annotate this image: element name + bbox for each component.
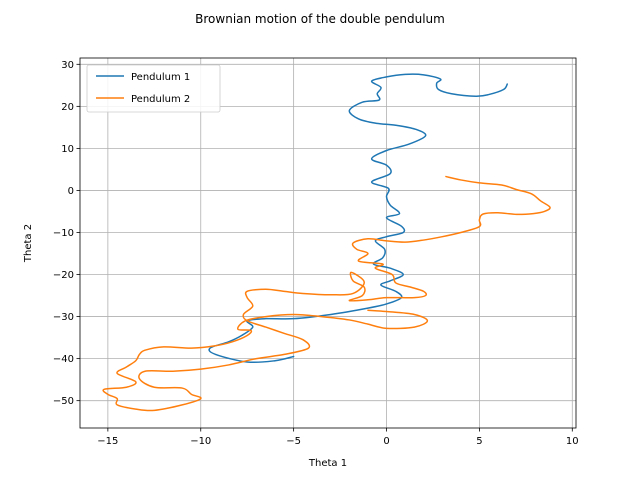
x-tick-label: −10 [190, 436, 211, 447]
legend: Pendulum 1 Pendulum 2 [86, 64, 221, 113]
y-tick-label: 10 [61, 144, 74, 155]
y-tick-label: 30 [61, 60, 74, 71]
legend-label-pendulum-1: Pendulum 1 [131, 72, 190, 83]
x-tick-label: −5 [286, 436, 301, 447]
grid [80, 58, 576, 428]
x-tick-label: −15 [97, 436, 118, 447]
y-tick-label: 0 [68, 186, 74, 197]
y-axis: −50 −40 −30 −20 −10 0 10 20 30 [53, 60, 80, 407]
x-axis-label: Theta 1 [308, 458, 347, 469]
y-tick-label: −20 [53, 270, 74, 281]
series-line-pendulum-1 [208, 73, 509, 364]
x-tick-label: 0 [383, 436, 389, 447]
y-tick-label: 20 [61, 102, 74, 113]
y-tick-label: −10 [53, 228, 74, 239]
y-tick-label: −30 [53, 312, 74, 323]
y-tick-label: −40 [53, 354, 74, 365]
series-group [102, 73, 551, 412]
x-tick-label: 5 [476, 436, 482, 447]
y-axis-label: Theta 2 [23, 224, 34, 263]
x-axis: −15 −10 −5 0 5 10 [97, 428, 579, 447]
legend-label-pendulum-2: Pendulum 2 [131, 94, 190, 105]
series-line-pendulum-2 [102, 175, 551, 412]
plot-frame [79, 57, 577, 429]
y-tick-label: −50 [53, 396, 74, 407]
chart-title: Brownian motion of the double pendulum [195, 12, 445, 26]
x-tick-label: 10 [566, 436, 579, 447]
